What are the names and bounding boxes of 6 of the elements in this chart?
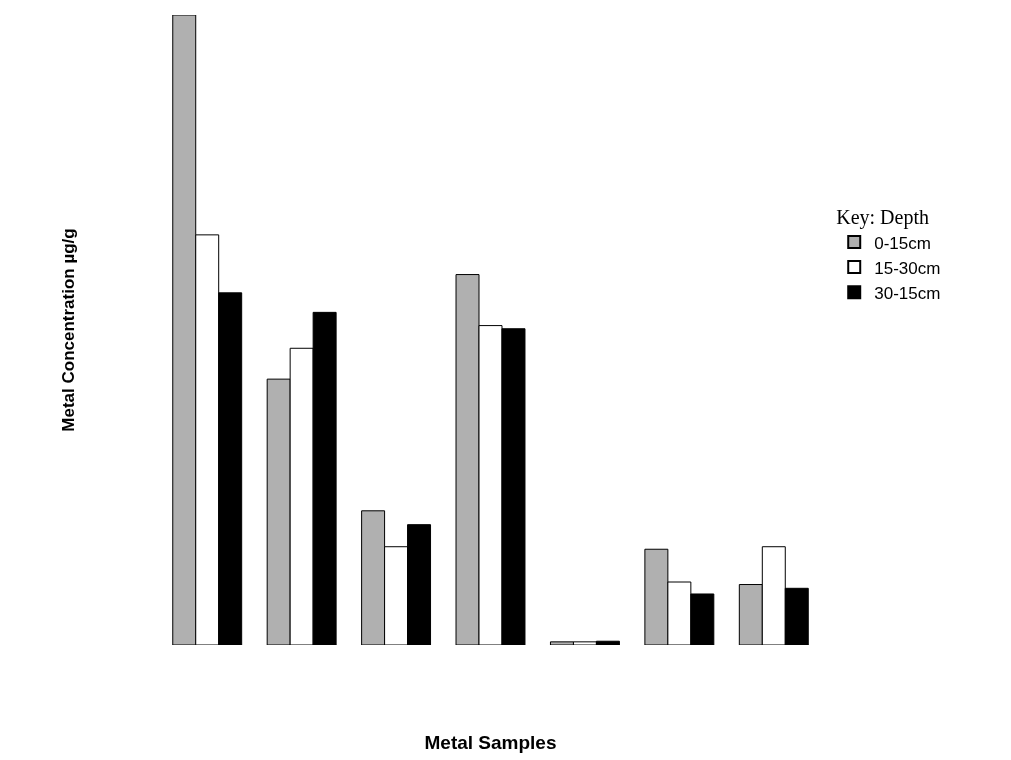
legend-label: 30-15cm — [874, 283, 941, 303]
x-axis-title: Metal Samples — [424, 731, 557, 753]
legend-label: 15-30cm — [874, 258, 941, 278]
legend-title: Key: Depth — [836, 206, 929, 230]
legend-label: 0-15cm — [874, 233, 931, 253]
y-axis-title: Metal Concentration µg/g — [58, 228, 78, 432]
